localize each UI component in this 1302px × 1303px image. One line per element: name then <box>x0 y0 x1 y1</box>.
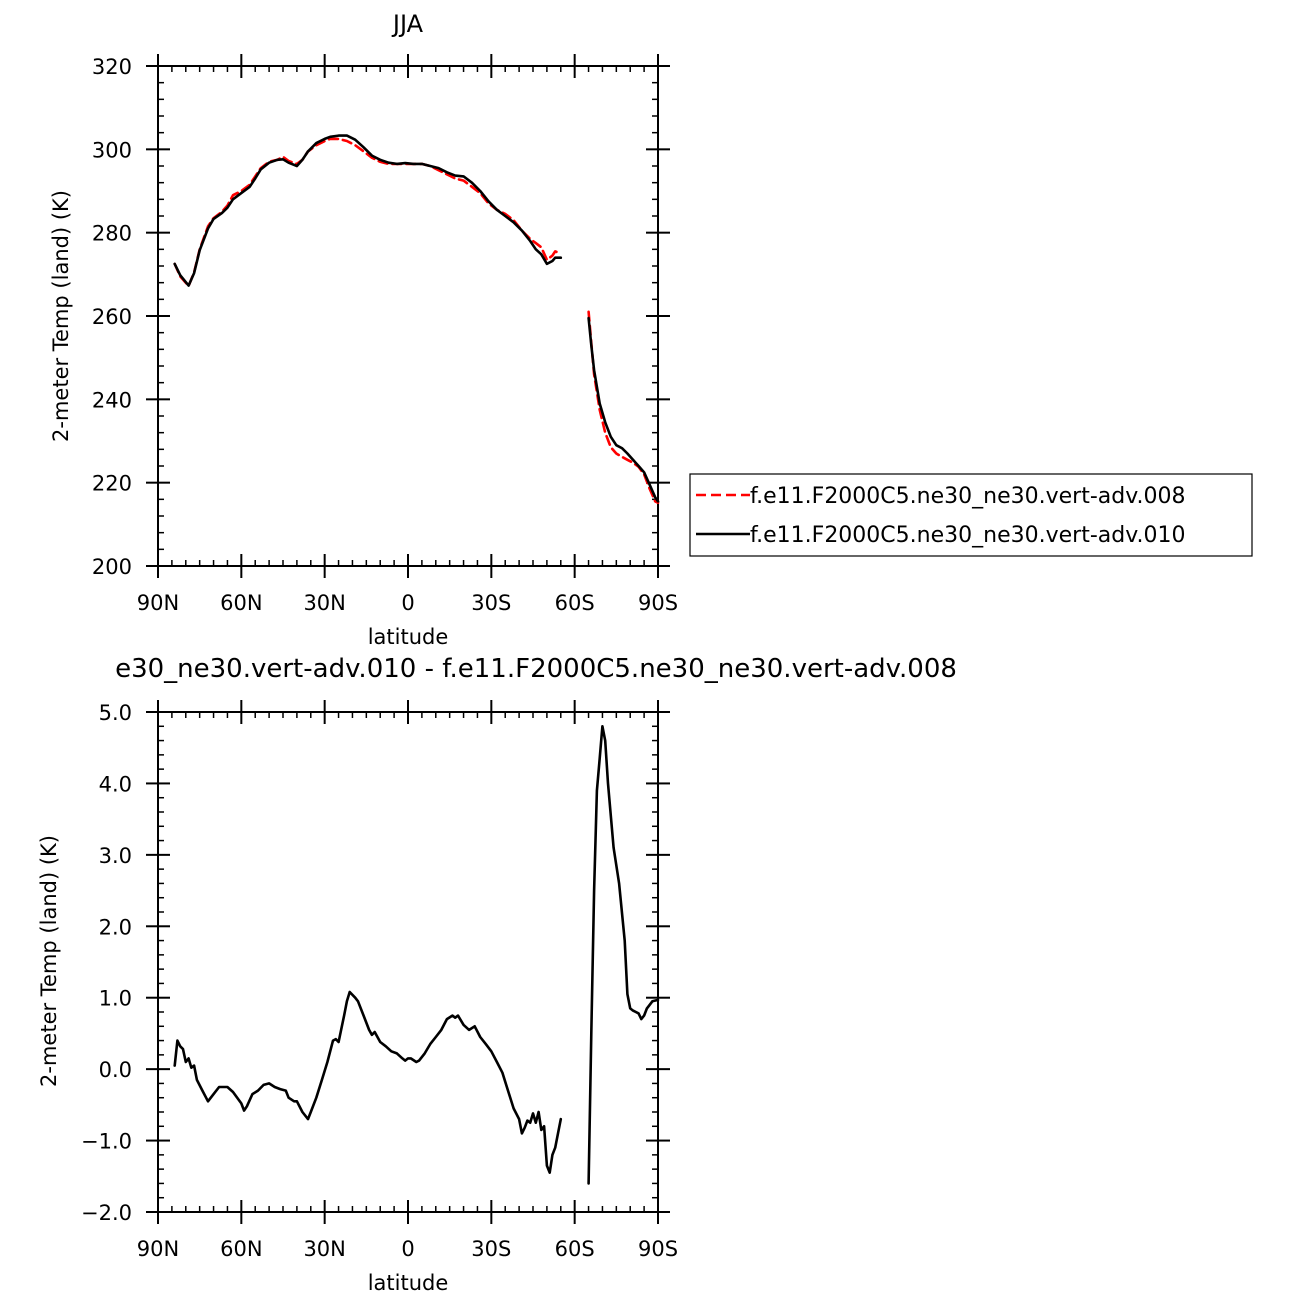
temp-y-tick-label: 240 <box>92 388 132 412</box>
diff-x-tick-label: 0 <box>401 1237 414 1261</box>
temp-x-tick-label: 60S <box>555 591 595 615</box>
temp-y-tick-label: 220 <box>92 472 132 496</box>
bottom-panel-xlabel: latitude <box>368 1271 449 1295</box>
temp-x-tick-label: 60N <box>220 591 262 615</box>
temp-y-tick-label: 320 <box>92 55 132 79</box>
diff-series-0-line-segment-0 <box>173 990 563 1174</box>
legend-label-008: f.e11.F2000C5.ne30_ne30.vert-adv.008 <box>750 484 1186 509</box>
temp-series-1-line-segment-1 <box>587 316 660 503</box>
diff-x-tick-label: 60N <box>220 1237 262 1261</box>
figure-title: JJA <box>391 10 424 38</box>
temp-y-tick-label: 200 <box>92 555 132 579</box>
top-panel-ylabel: 2-meter Temp (land) (K) <box>49 190 73 442</box>
diff-y-tick-label: −2.0 <box>81 1201 132 1225</box>
diff-x-tick-label: 30S <box>471 1237 511 1261</box>
temp-x-tick-label: 90S <box>638 591 678 615</box>
diff-y-tick-label: 3.0 <box>99 844 132 868</box>
diff-y-tick-label: 0.0 <box>99 1058 132 1082</box>
diff-y-tick-label: 4.0 <box>99 772 132 796</box>
temp-y-tick-label: 300 <box>92 138 132 162</box>
temperature-panel: 2-meter Temp (land) (K) latitude 90N 60N 3… <box>49 54 678 649</box>
diff-y-tick-label: 2.0 <box>99 915 132 939</box>
temp-y-tick-label: 280 <box>92 222 132 246</box>
diff-y-tick-label: 5.0 <box>99 701 132 725</box>
diff-y-tick-label: −1.0 <box>81 1130 132 1154</box>
temp-x-tick-label: 90N <box>137 591 179 615</box>
difference-panel: e30_ne30.vert-adv.010 - f.e11.F2000C5.ne… <box>37 654 957 1295</box>
bottom-panel-ylabel: 2-meter Temp (land) (K) <box>37 835 61 1087</box>
temp-series-0-line-segment-0 <box>173 137 563 288</box>
diff-x-tick-label: 90S <box>638 1237 678 1261</box>
legend-box <box>689 473 1253 557</box>
diff-y-tick-label: 1.0 <box>99 987 132 1011</box>
temp-x-tick-label: 30S <box>471 591 511 615</box>
diff-x-tick-label: 60S <box>555 1237 595 1261</box>
temp-x-tick-label: 0 <box>401 591 414 615</box>
diff-series-0-line-segment-1 <box>587 724 660 1185</box>
temp-x-tick-label: 30N <box>303 591 345 615</box>
bottom-panel-title: e30_ne30.vert-adv.010 - f.e11.F2000C5.ne… <box>115 654 957 684</box>
legend: f.e11.F2000C5.ne30_ne30.vert-adv.008 f.e… <box>689 473 1253 557</box>
temp-series-0-line-segment-1 <box>587 310 660 505</box>
temp-plot-frame <box>157 65 659 567</box>
diff-x-tick-label: 90N <box>137 1237 179 1261</box>
diff-plot-frame <box>157 711 659 1213</box>
legend-label-010: f.e11.F2000C5.ne30_ne30.vert-adv.010 <box>750 523 1186 548</box>
temp-series-1-line-segment-0 <box>173 134 563 287</box>
temp-y-tick-label: 260 <box>92 305 132 329</box>
top-panel-xlabel: latitude <box>368 625 449 649</box>
diff-x-tick-label: 30N <box>303 1237 345 1261</box>
